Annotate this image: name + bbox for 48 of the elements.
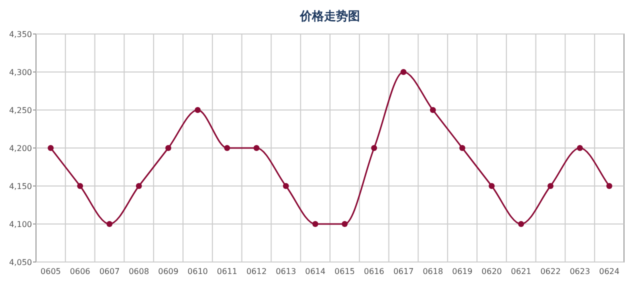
point xyxy=(312,221,318,227)
point xyxy=(48,145,54,151)
point xyxy=(518,221,524,227)
point xyxy=(548,183,554,189)
x-tick-label: 0612 xyxy=(246,267,267,276)
point xyxy=(194,107,201,113)
x-tick-label: 0609 xyxy=(158,267,178,276)
point xyxy=(165,145,172,151)
point xyxy=(459,145,466,151)
x-tick-label: 0607 xyxy=(99,267,120,276)
point xyxy=(606,183,612,189)
point xyxy=(488,183,495,189)
point xyxy=(136,183,142,189)
point xyxy=(282,183,289,189)
x-tick-label: 0619 xyxy=(452,267,472,276)
x-tick-label: 0614 xyxy=(305,267,326,276)
x-tick-label: 0606 xyxy=(70,267,90,276)
point xyxy=(106,221,112,227)
x-tick-label: 0623 xyxy=(570,267,590,276)
y-tick-label: 4,100 xyxy=(9,220,32,229)
point xyxy=(342,221,348,227)
point xyxy=(224,145,230,151)
x-tick-label: 0605 xyxy=(40,267,61,276)
chart-title: 价格走势图 xyxy=(299,9,360,23)
x-tick-label: 0611 xyxy=(216,267,238,276)
x-tick-label: 0613 xyxy=(276,267,296,276)
x-tick-label: 0617 xyxy=(393,267,414,276)
point xyxy=(400,69,406,75)
y-tick-label: 4,200 xyxy=(9,144,32,153)
x-tick-label: 0621 xyxy=(510,267,532,276)
point xyxy=(371,145,378,151)
y-tick-label: 4,350 xyxy=(9,30,32,39)
y-tick-label: 4,050 xyxy=(9,258,32,267)
x-tick-label: 0608 xyxy=(128,267,150,276)
x-tick-label: 0622 xyxy=(540,267,561,276)
point xyxy=(77,183,84,189)
x-tick-label: 0615 xyxy=(334,267,355,276)
x-tick-label: 0620 xyxy=(482,267,502,276)
y-tick-label: 4,250 xyxy=(9,106,32,115)
x-tick-label: 0618 xyxy=(422,267,444,276)
point xyxy=(254,145,260,151)
x-tick-label: 0624 xyxy=(599,267,620,276)
point xyxy=(576,145,583,151)
y-tick-label: 4,300 xyxy=(9,68,32,77)
y-tick-label: 4,150 xyxy=(9,182,32,191)
x-tick-label: 0610 xyxy=(188,267,208,276)
x-tick-label: 0616 xyxy=(364,267,384,276)
point xyxy=(430,107,436,113)
